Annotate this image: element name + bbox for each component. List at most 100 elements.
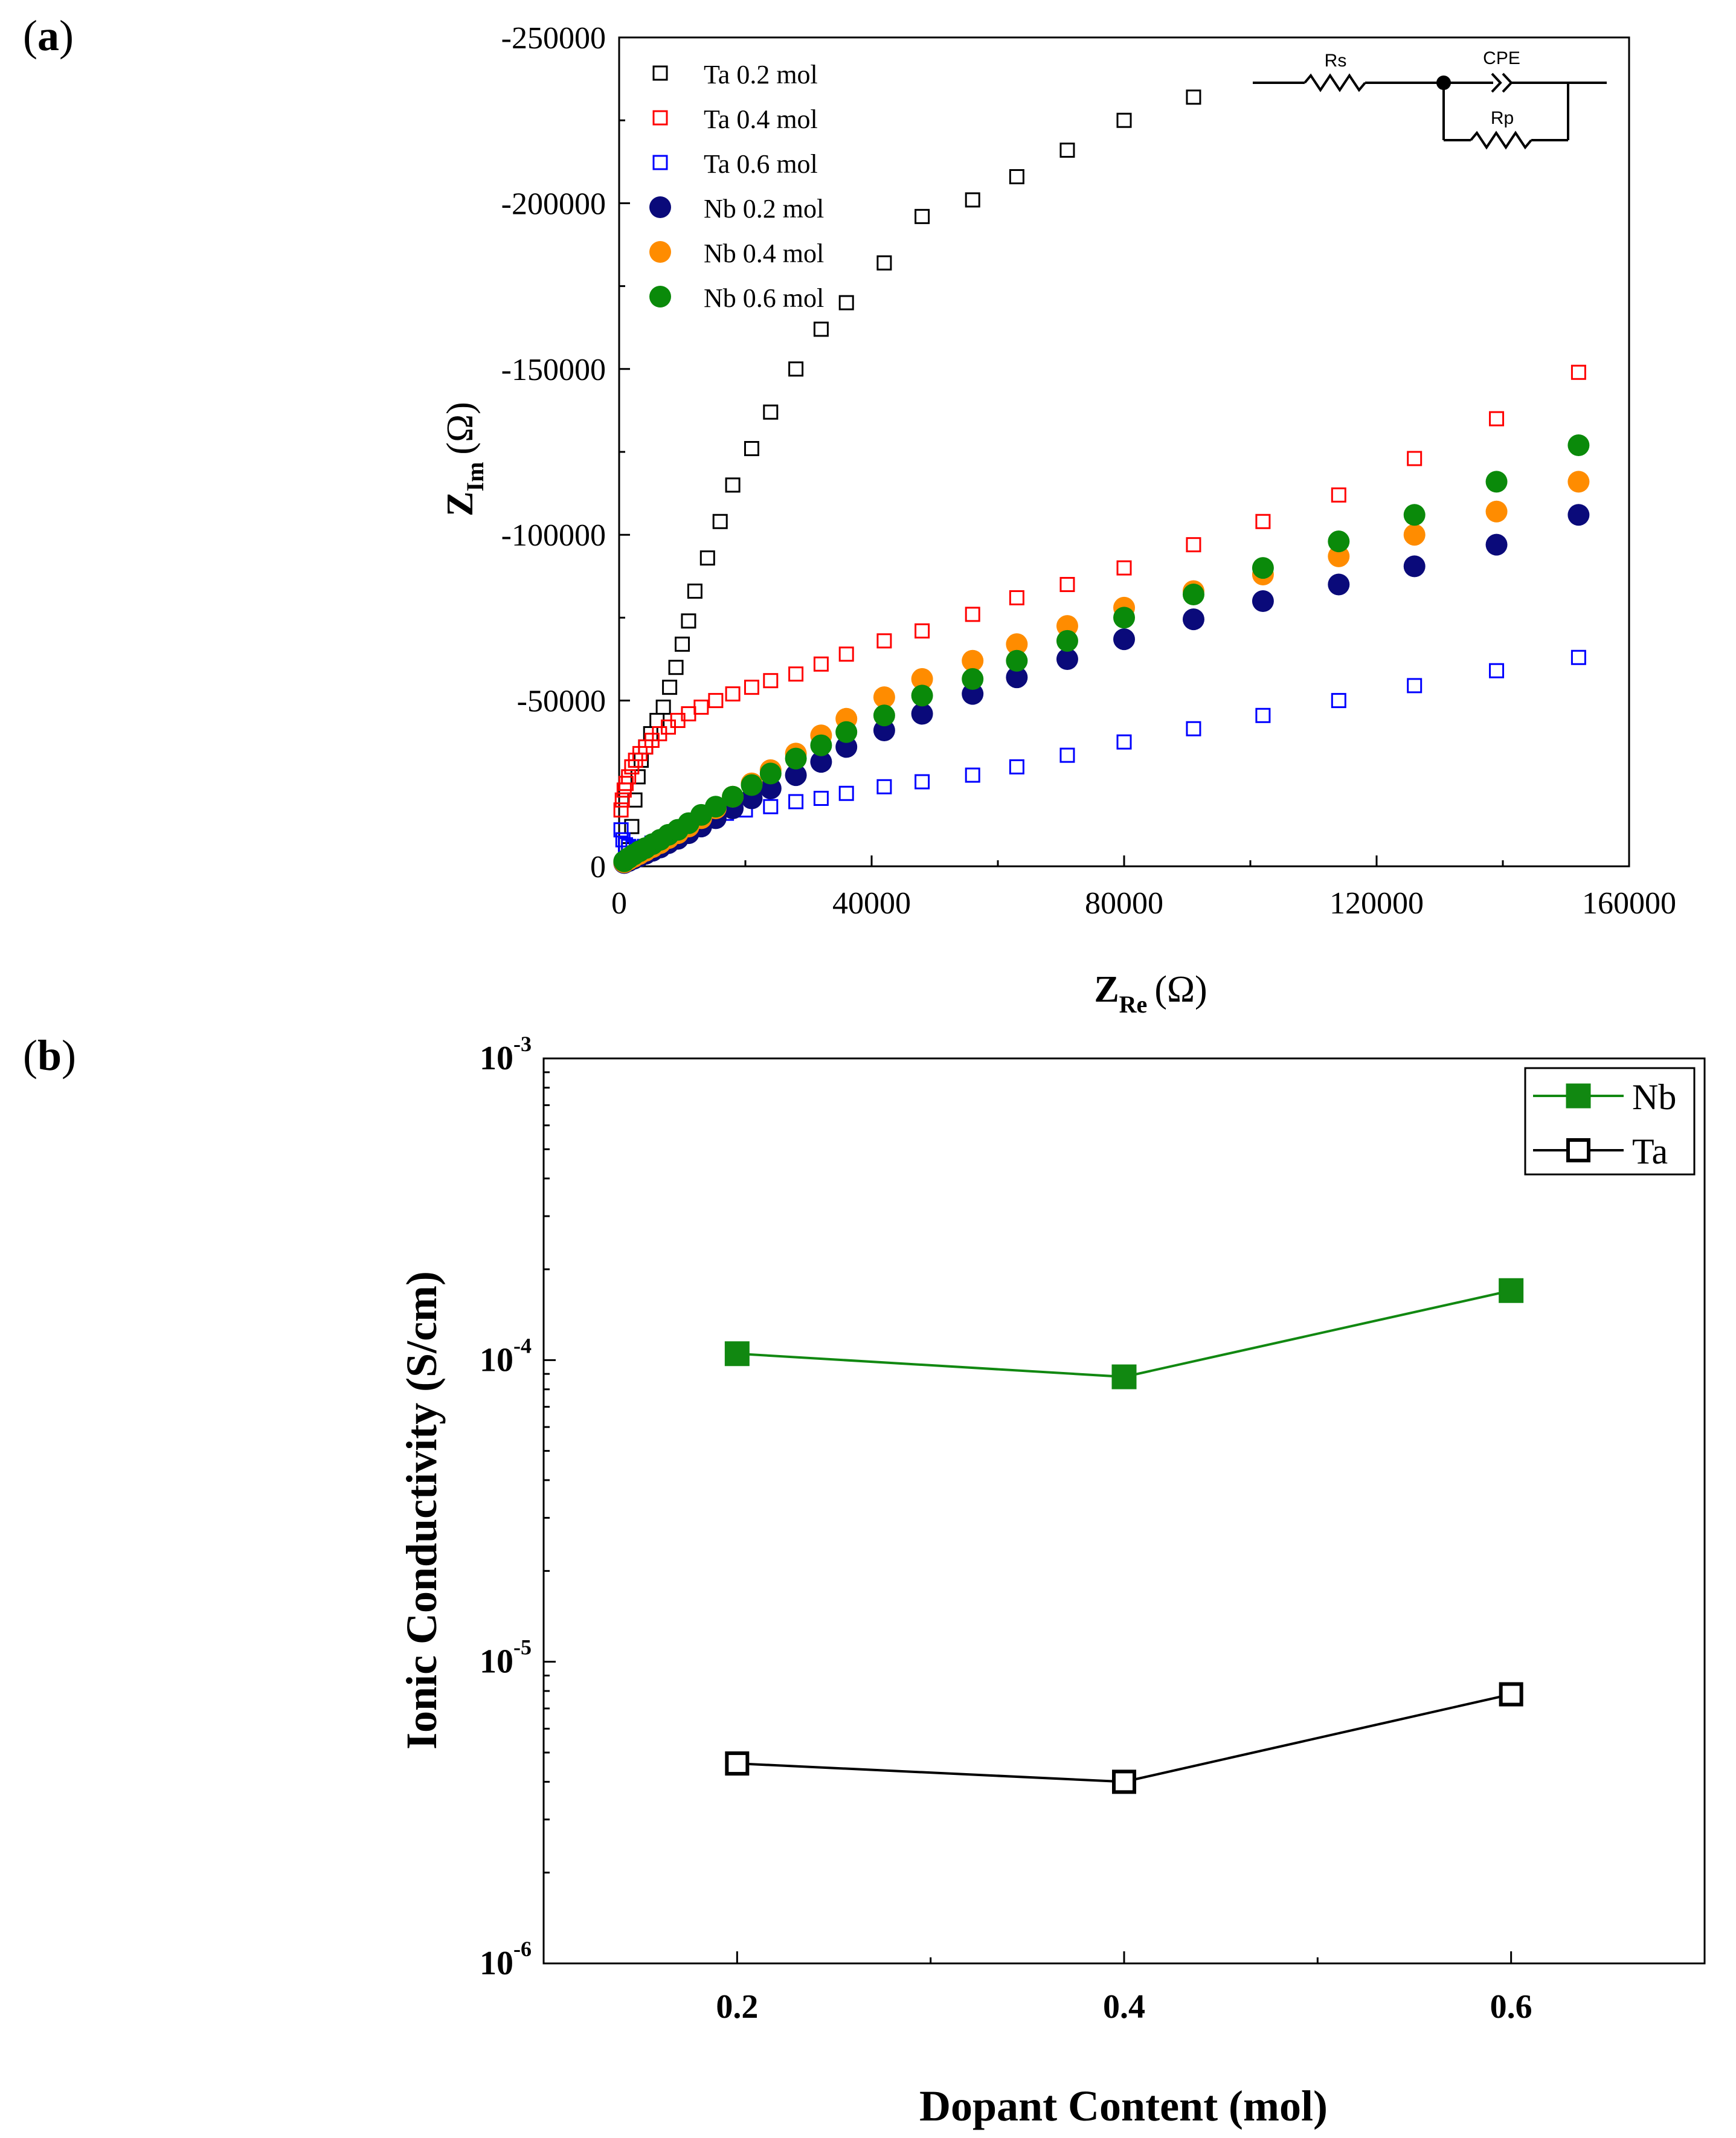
y-axis-title: Ionic Conductivity (S/cm)	[397, 1271, 446, 1750]
panel-a-label: (a)	[23, 11, 74, 60]
data-point	[725, 686, 741, 702]
y-tick-label: 10-4	[480, 1333, 532, 1379]
x-axis-title: Dopant Content (mol)	[919, 2082, 1328, 2130]
data-point	[813, 321, 829, 337]
data-point	[813, 656, 829, 672]
data-point	[1113, 628, 1135, 651]
data-point	[1403, 504, 1426, 526]
data-point	[681, 613, 696, 629]
data-point	[1403, 555, 1426, 578]
y-tick-label: -100000	[501, 518, 606, 553]
data-point	[724, 1341, 750, 1367]
data-point	[1485, 471, 1508, 493]
data-point	[613, 802, 629, 818]
legend-marker-nb	[1566, 1083, 1591, 1109]
data-point	[624, 819, 640, 834]
x-tick-label: 0	[611, 886, 627, 921]
data-point	[712, 514, 728, 529]
data-point	[873, 704, 895, 727]
x-tick-label: 0.6	[1490, 1988, 1532, 2026]
data-point	[876, 255, 892, 271]
data-point	[725, 1751, 750, 1776]
data-point	[835, 736, 858, 758]
y-tick-label: 10-6	[480, 1937, 532, 1982]
circuit-label-rp: Rp	[1491, 108, 1514, 128]
legend-marker-ta	[1566, 1138, 1590, 1162]
y-tick-exponent: -3	[513, 1032, 532, 1056]
data-point	[1328, 573, 1350, 596]
data-point	[1567, 434, 1590, 457]
legend-marker-ta-0-2-mol	[652, 65, 668, 81]
data-point	[1056, 629, 1078, 652]
data-point	[1252, 557, 1274, 579]
legend-marker-nb-0-6-mol	[649, 286, 671, 307]
data-point	[1059, 747, 1075, 763]
circuit-label-rs: Rs	[1325, 51, 1347, 71]
data-point	[873, 686, 895, 709]
data-point	[1499, 1682, 1523, 1707]
data-point	[1006, 666, 1028, 689]
x-tick-label: 80000	[1085, 886, 1163, 921]
data-point	[725, 477, 741, 493]
data-point	[1567, 504, 1590, 526]
data-point	[838, 295, 854, 311]
data-point	[1255, 514, 1271, 529]
y-tick-label: -150000	[501, 353, 606, 387]
data-point	[708, 693, 724, 709]
resistor-rp	[1470, 130, 1532, 150]
legend-label-ta: Ta	[1632, 1132, 1668, 1171]
data-point	[1485, 533, 1508, 556]
data-point	[1009, 759, 1024, 774]
data-point	[1009, 169, 1024, 184]
data-point	[911, 684, 933, 707]
data-point	[1186, 89, 1201, 105]
data-point	[788, 794, 804, 810]
data-point	[785, 747, 807, 770]
data-point	[965, 767, 980, 783]
data-point	[962, 683, 984, 705]
legend-label-ta-0-2-mol: Ta 0.2 mol	[704, 60, 818, 89]
y-axis-title: ZIm (Ω)	[440, 402, 489, 517]
y-tick-exponent: -6	[513, 1937, 532, 1961]
data-point	[1328, 530, 1350, 553]
y-tick-base: 10	[480, 1945, 513, 1982]
legend-label-nb: Nb	[1632, 1077, 1676, 1117]
legend-marker-ta-0-6-mol	[652, 155, 668, 170]
legend-label-nb-0-2-mol: Nb 0.2 mol	[704, 194, 824, 224]
data-point	[1570, 364, 1586, 380]
data-point	[1570, 649, 1586, 665]
data-point	[1116, 734, 1132, 750]
data-point	[915, 774, 930, 790]
data-point	[687, 583, 702, 599]
data-point	[1059, 143, 1075, 158]
x-tick-label: 160000	[1582, 886, 1676, 921]
legend-box	[1524, 1067, 1696, 1176]
data-point	[810, 751, 832, 773]
data-point	[1567, 471, 1590, 493]
data-point	[962, 668, 984, 690]
series-ta-0-4-mol	[613, 364, 1586, 818]
data-point	[1489, 663, 1505, 678]
x-tick-label: 0.2	[716, 1988, 758, 2026]
data-point	[911, 703, 933, 725]
x-tick-label: 40000	[832, 886, 911, 921]
data-point	[915, 208, 930, 224]
data-point	[613, 822, 629, 838]
data-point	[1407, 451, 1423, 466]
y-tick-label: -200000	[501, 187, 606, 221]
legend-label-ta-0-4-mol: Ta 0.4 mol	[704, 105, 818, 134]
data-point	[1186, 721, 1201, 736]
y-tick-label: -50000	[517, 684, 606, 719]
data-point	[965, 607, 980, 622]
data-point	[1006, 633, 1028, 655]
data-point	[763, 404, 779, 420]
series-ta-0-6-mol	[613, 649, 1586, 856]
data-point	[741, 774, 763, 796]
data-point	[763, 799, 779, 814]
data-point	[744, 441, 759, 457]
data-point	[810, 734, 832, 756]
legend-marker-ta-0-4-mol	[652, 110, 668, 126]
data-point	[1499, 1278, 1524, 1303]
data-point	[1186, 537, 1201, 553]
